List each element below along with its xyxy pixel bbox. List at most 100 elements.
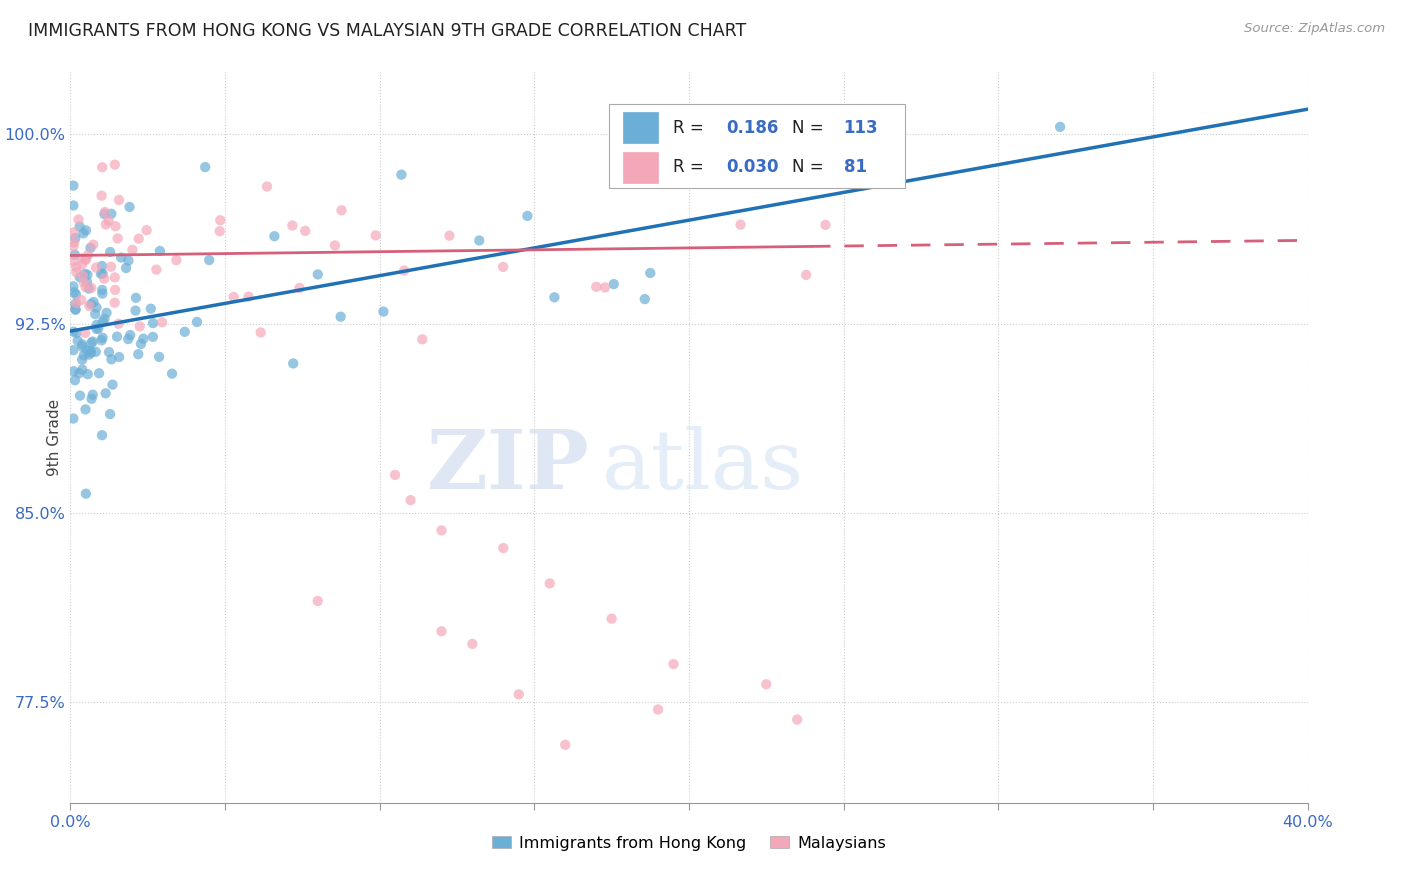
Point <box>430 624 453 639</box>
Point <box>70 293 93 307</box>
Point <box>107 317 129 331</box>
Point <box>329 310 352 324</box>
Point <box>93 207 115 221</box>
Point <box>77 282 100 296</box>
Point <box>117 332 139 346</box>
Text: N =: N = <box>792 159 828 177</box>
Point <box>127 347 149 361</box>
Point <box>468 234 491 248</box>
Point <box>86 322 108 336</box>
Point <box>94 218 117 232</box>
Point <box>70 339 93 353</box>
Point <box>128 232 150 246</box>
Point <box>198 253 221 268</box>
Point <box>120 328 142 343</box>
Point <box>62 364 84 378</box>
Point <box>384 467 406 482</box>
Point <box>98 407 121 421</box>
Point <box>145 262 167 277</box>
Point <box>63 235 86 250</box>
Legend: Immigrants from Hong Kong, Malaysians: Immigrants from Hong Kong, Malaysians <box>485 830 893 857</box>
Point <box>101 377 124 392</box>
Point <box>516 209 538 223</box>
Point <box>91 267 114 281</box>
Point <box>149 244 172 258</box>
Point <box>86 301 108 315</box>
Point <box>148 350 170 364</box>
Point <box>69 270 91 285</box>
Point <box>82 237 104 252</box>
Point <box>65 231 87 245</box>
Point <box>430 524 453 538</box>
Point <box>786 713 808 727</box>
Point <box>803 175 825 189</box>
Text: 81: 81 <box>844 159 866 177</box>
Point <box>84 260 107 275</box>
Text: Source: ZipAtlas.com: Source: ZipAtlas.com <box>1244 22 1385 36</box>
Point <box>63 373 86 387</box>
FancyBboxPatch shape <box>623 152 658 183</box>
Point <box>110 251 132 265</box>
Point <box>600 612 623 626</box>
Point <box>283 356 305 370</box>
Point <box>79 299 101 313</box>
Point <box>281 219 304 233</box>
Point <box>603 277 626 292</box>
Point <box>364 228 387 243</box>
Point <box>79 343 101 358</box>
Point <box>142 316 165 330</box>
Point <box>76 343 98 358</box>
Point <box>107 231 129 245</box>
Point <box>65 287 87 301</box>
Text: R =: R = <box>673 159 709 177</box>
Point <box>97 214 120 228</box>
Point <box>72 268 94 283</box>
Point <box>65 301 87 316</box>
Point <box>62 225 84 239</box>
Point <box>75 326 97 340</box>
Point <box>66 334 89 348</box>
Point <box>76 368 98 382</box>
Point <box>117 253 139 268</box>
Point <box>79 241 101 255</box>
Point <box>307 594 329 608</box>
Point <box>209 213 232 227</box>
Text: N =: N = <box>792 119 828 136</box>
Point <box>73 348 96 362</box>
Point <box>94 386 117 401</box>
Point <box>98 345 121 359</box>
Point <box>62 411 84 425</box>
Point <box>62 239 84 253</box>
Point <box>70 362 93 376</box>
Point <box>67 366 90 380</box>
Point <box>91 283 114 297</box>
Point <box>86 318 108 332</box>
Point <box>83 295 105 310</box>
Point <box>100 260 122 274</box>
Point <box>135 223 157 237</box>
Point <box>75 252 97 266</box>
Point <box>63 248 86 262</box>
Point <box>72 337 94 351</box>
Point <box>65 265 87 279</box>
Point <box>77 348 100 362</box>
Point <box>105 329 128 343</box>
Point <box>794 268 817 282</box>
Point <box>70 257 93 271</box>
Point <box>93 311 115 326</box>
FancyBboxPatch shape <box>623 112 658 144</box>
Point <box>634 292 657 306</box>
Point <box>538 576 561 591</box>
Point <box>80 335 103 350</box>
Point <box>108 193 131 207</box>
Point <box>77 248 100 262</box>
Point <box>91 331 114 345</box>
Point <box>173 325 195 339</box>
Point <box>84 344 107 359</box>
Point <box>104 158 127 172</box>
Point <box>82 334 104 349</box>
Y-axis label: 9th Grade: 9th Grade <box>46 399 62 475</box>
Point <box>62 279 84 293</box>
Point <box>755 677 778 691</box>
Point <box>160 367 183 381</box>
